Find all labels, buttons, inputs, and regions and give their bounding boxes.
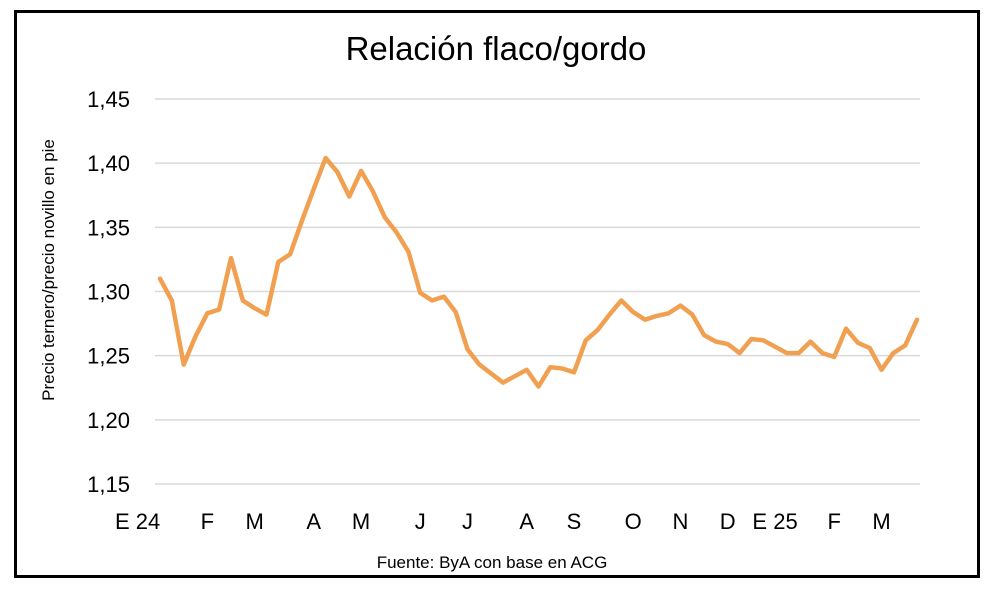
y-tick-label: 1,45 xyxy=(87,87,130,112)
series-layer xyxy=(157,155,920,389)
x-tick-label: M xyxy=(245,509,263,534)
x-tick-label: A xyxy=(306,509,321,534)
y-tick-label: 1,25 xyxy=(87,344,130,369)
x-tick-label: O xyxy=(625,509,642,534)
x-tick-label: N xyxy=(672,509,688,534)
y-tick-label: 1,30 xyxy=(87,280,130,305)
y-tick-label: 1,40 xyxy=(87,151,130,176)
series-line xyxy=(157,155,920,389)
grid-lines xyxy=(155,98,920,485)
x-tick-label: S xyxy=(567,509,582,534)
x-tick-label: J xyxy=(462,509,473,534)
x-tick-label: F xyxy=(201,509,214,534)
y-tick-label: 1,15 xyxy=(87,472,130,497)
y-tick-labels: 1,15 1,20 1,25 1,30 1,35 1,40 1,45 xyxy=(87,87,130,497)
x-tick-label: F xyxy=(827,509,840,534)
x-tick-labels: E 24 F M A M J J A S O N D E 25 F M xyxy=(115,509,891,534)
chart-title: Relación flaco/gordo xyxy=(346,30,647,67)
y-tick-label: 1,20 xyxy=(87,408,130,433)
x-tick-label: E 25 xyxy=(752,509,797,534)
source-note: Fuente: ByA con base en ACG xyxy=(377,553,608,572)
x-tick-label: E 24 xyxy=(115,509,160,534)
x-tick-label: A xyxy=(519,509,534,534)
x-tick-label: M xyxy=(352,509,370,534)
x-tick-label: M xyxy=(872,509,890,534)
y-axis-label: Precio ternero/precio novillo en pie xyxy=(39,139,58,401)
y-tick-label: 1,35 xyxy=(87,215,130,240)
x-tick-label: J xyxy=(415,509,426,534)
x-tick-label: D xyxy=(720,509,736,534)
